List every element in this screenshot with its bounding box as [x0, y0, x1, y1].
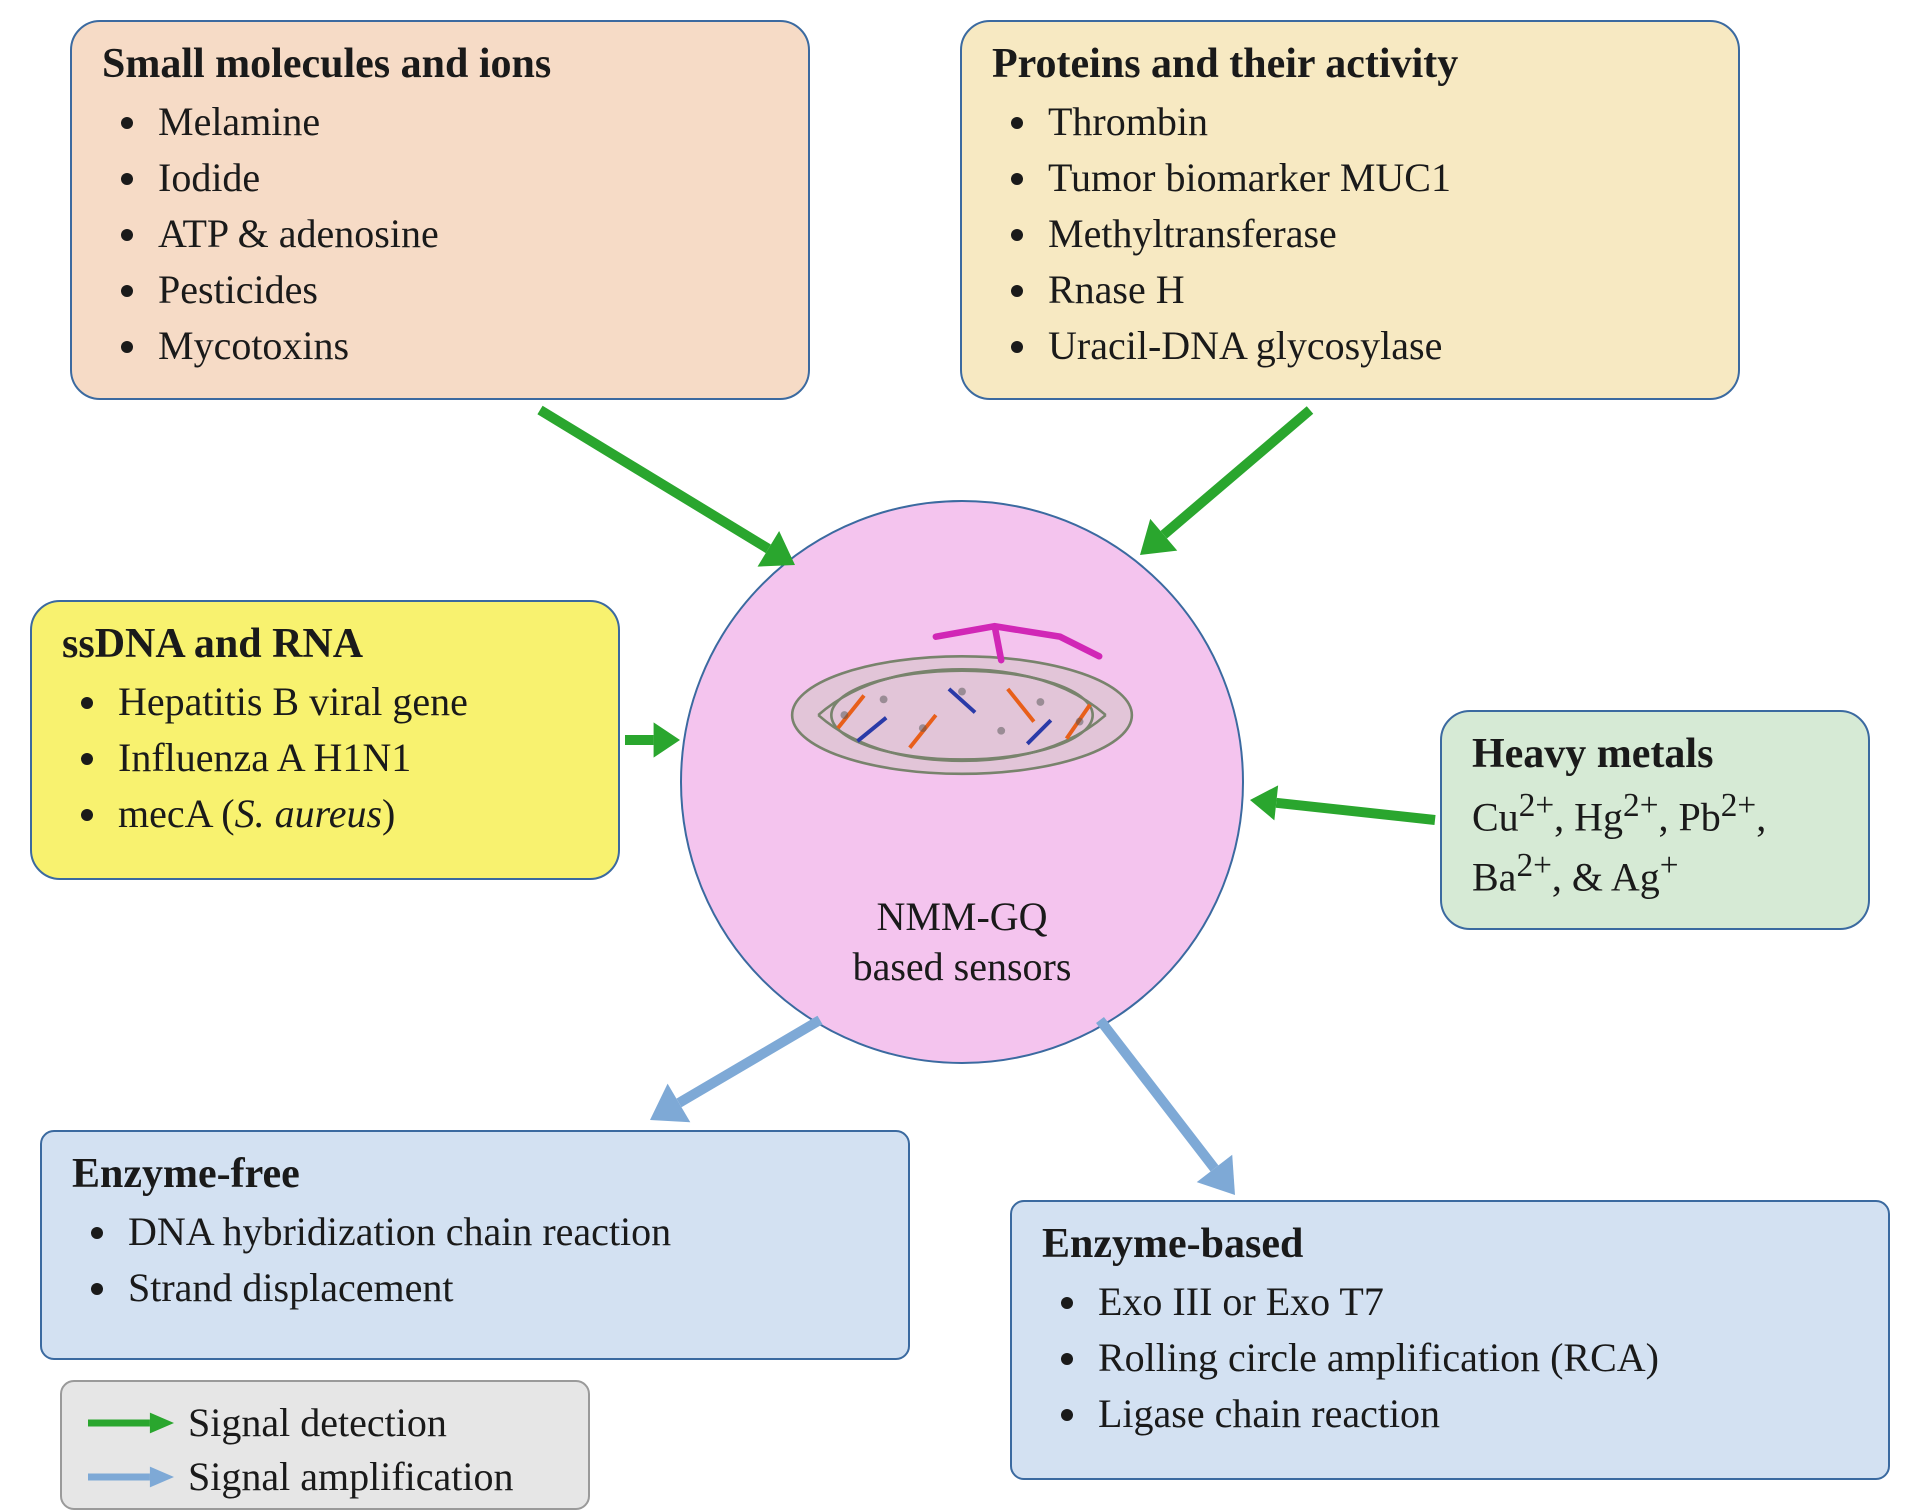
arrow-line	[1100, 1020, 1214, 1168]
arrow-line	[1276, 803, 1435, 820]
arrow-head	[654, 722, 680, 757]
arrow-line	[679, 1020, 820, 1103]
arrow-head	[1250, 785, 1278, 820]
arrow-line	[1164, 410, 1310, 535]
arrow-line	[540, 410, 768, 549]
arrows-layer	[0, 0, 1920, 1510]
